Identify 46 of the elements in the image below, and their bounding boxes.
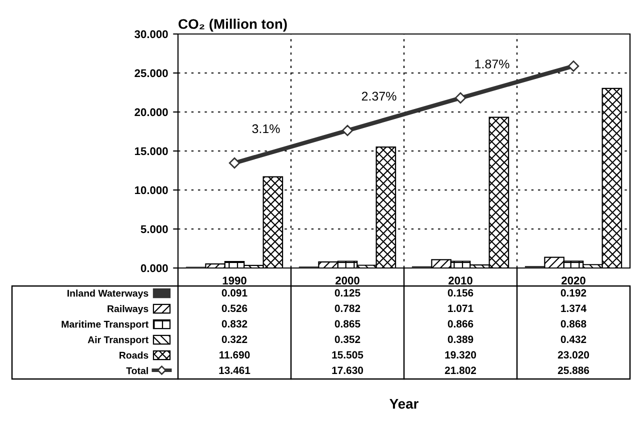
- data-label: 0.865: [334, 320, 360, 328]
- data-label: 0.352: [334, 336, 360, 344]
- data-label: 0.526: [222, 304, 248, 312]
- data-label: 0.432: [560, 336, 586, 344]
- data-label: 21.802: [444, 366, 476, 374]
- annotation: 2.37%: [362, 92, 396, 101]
- annotation: 3.1%: [252, 124, 280, 134]
- data-label: 15.505: [332, 351, 364, 359]
- y-axis-title: CO₂ (Million ton): [178, 18, 287, 32]
- legend-label: Roads: [120, 352, 148, 359]
- data-label: 0.192: [560, 289, 586, 297]
- x-tick-label: 2020: [562, 276, 586, 284]
- data-label: 1.071: [448, 304, 474, 312]
- annotation: 1.87%: [475, 60, 510, 68]
- data-label: 0.125: [334, 289, 360, 297]
- y-tick-label: 25.000: [134, 69, 168, 78]
- y-tick-label: 30.000: [134, 30, 168, 38]
- data-label: 0.832: [222, 320, 248, 328]
- data-label: 11.690: [220, 351, 250, 359]
- data-label: 23.020: [558, 351, 590, 359]
- data-label: 13.461: [219, 366, 250, 374]
- data-label: 0.156: [448, 289, 474, 297]
- data-label: 0.091: [222, 289, 248, 297]
- data-label: 0.322: [222, 336, 248, 344]
- legend-label: Air Transport: [88, 336, 148, 346]
- y-tick-label: 0.000: [140, 264, 168, 272]
- data-label: 0.868: [560, 320, 586, 328]
- legend-label: Maritime Transport: [62, 320, 148, 330]
- legend-label: Inland Waterways: [68, 290, 148, 299]
- y-tick-label: 20.000: [134, 108, 168, 116]
- data-label: 0.389: [448, 336, 474, 344]
- data-label: 25.886: [558, 366, 590, 374]
- legend-label: Railways: [108, 305, 148, 314]
- data-label: 17.630: [332, 366, 364, 374]
- data-label: 0.866: [448, 320, 474, 328]
- legend-label: Total: [126, 367, 148, 374]
- text: Year: [390, 399, 418, 409]
- data-label: 0.782: [334, 304, 360, 312]
- x-tick-label: 2010: [448, 276, 472, 284]
- data-label: 19.320: [445, 351, 476, 359]
- data-label: 1.374: [561, 304, 586, 312]
- x-tick-label: 1990: [222, 276, 246, 284]
- x-tick-label: 2000: [336, 276, 360, 284]
- y-tick-label: 10.000: [134, 186, 168, 194]
- y-tick-label: 5.000: [140, 225, 168, 234]
- y-tick-label: 15.000: [134, 147, 168, 156]
